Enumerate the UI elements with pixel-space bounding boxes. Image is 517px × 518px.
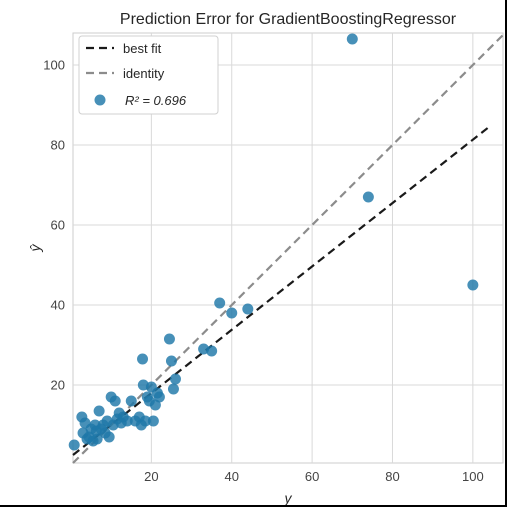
scatter-point bbox=[139, 415, 151, 427]
scatter-point bbox=[91, 433, 103, 445]
x-tick-label: 20 bbox=[144, 469, 158, 484]
legend-best-fit-label: best fit bbox=[123, 41, 162, 56]
y-axis-label: ŷ bbox=[27, 244, 43, 253]
x-tick-labels: 20 40 60 80 100 bbox=[144, 469, 484, 484]
y-tick-label: 80 bbox=[51, 138, 65, 153]
scatter-point bbox=[137, 353, 149, 365]
best-fit-line bbox=[72, 126, 490, 456]
scatter-point bbox=[103, 431, 115, 443]
y-tick-label: 100 bbox=[43, 58, 65, 73]
scatter-point bbox=[125, 395, 137, 407]
x-axis-label: y bbox=[284, 490, 293, 506]
x-tick-label: 100 bbox=[462, 469, 484, 484]
scatter-point bbox=[147, 415, 159, 427]
x-tick-label: 60 bbox=[305, 469, 319, 484]
legend-r2-label: R² = 0.696 bbox=[125, 93, 187, 108]
legend-box bbox=[78, 35, 219, 115]
scatter-point bbox=[242, 303, 254, 315]
scatter-point bbox=[167, 383, 179, 395]
y-tick-labels: 20 40 60 80 100 bbox=[43, 58, 65, 393]
scatter-point bbox=[467, 279, 479, 291]
scatter-point bbox=[163, 333, 175, 345]
y-tick-label: 60 bbox=[51, 218, 65, 233]
scatter-point bbox=[68, 439, 80, 451]
identity-line bbox=[72, 34, 504, 464]
chart-title: Prediction Error for GradientBoostingReg… bbox=[120, 11, 457, 28]
x-tick-label: 80 bbox=[385, 469, 399, 484]
scatter-point bbox=[169, 373, 181, 385]
legend-identity-label: identity bbox=[123, 66, 165, 81]
scatter-point bbox=[93, 405, 105, 417]
scatter-point bbox=[362, 191, 374, 203]
scatter-point bbox=[121, 415, 133, 427]
scatter-point bbox=[206, 345, 218, 357]
scatter-point bbox=[109, 395, 121, 407]
x-tick-label: 40 bbox=[225, 469, 239, 484]
scatter-point bbox=[214, 297, 226, 309]
legend-point-swatch bbox=[94, 94, 106, 106]
scatter-point bbox=[153, 391, 165, 403]
legend: best fit identity R² = 0.696 bbox=[78, 35, 219, 115]
window-frame bbox=[0, 0, 507, 507]
scatter-point bbox=[165, 355, 177, 367]
scatter-points bbox=[68, 33, 479, 451]
scatter-point bbox=[226, 307, 238, 319]
y-tick-label: 20 bbox=[51, 378, 65, 393]
y-tick-label: 40 bbox=[51, 298, 65, 313]
scatter-point bbox=[346, 33, 358, 45]
